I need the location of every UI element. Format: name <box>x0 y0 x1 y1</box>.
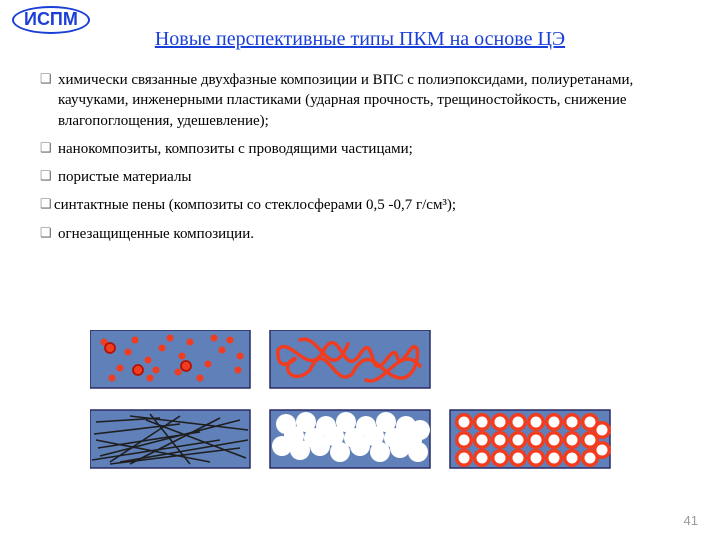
bullet-list: химически связанные двухфазные композици… <box>40 70 680 252</box>
bullet-item: химически связанные двухфазные композици… <box>40 70 680 131</box>
bullet-item: нанокомпозиты, композиты с проводящими ч… <box>40 139 680 159</box>
bullet-item: пористые материалы <box>40 167 680 187</box>
slide-title: Новые перспективные типы ПКМ на основе Ц… <box>0 28 720 51</box>
page-number: 41 <box>684 513 698 528</box>
diagram-panels <box>90 330 630 490</box>
bullet-item: огнезащищенные композиции. <box>40 224 680 244</box>
bullet-item: синтактные пены (композиты со стеклосфер… <box>40 195 680 215</box>
